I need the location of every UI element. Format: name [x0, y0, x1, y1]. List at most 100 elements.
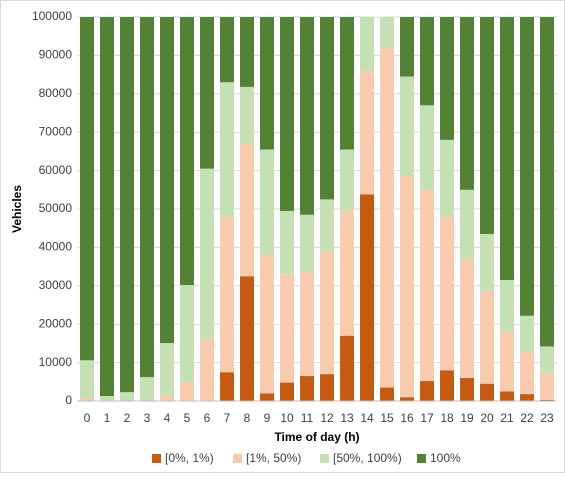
bar-segment [440, 217, 454, 371]
x-tick-label: 3 [144, 411, 151, 425]
x-tick-label: 12 [320, 411, 334, 425]
y-tick-label: 80000 [39, 86, 73, 100]
bar-segment [100, 396, 114, 400]
x-tick-label: 9 [264, 411, 271, 425]
legend-swatch [417, 454, 426, 463]
bar-segment [340, 149, 354, 210]
bar-segment [260, 17, 274, 149]
bar-segment [220, 82, 234, 216]
bar-segment [320, 17, 334, 199]
x-tick-label: 8 [244, 411, 251, 425]
y-tick-label: 20000 [39, 316, 73, 330]
x-tick-label: 14 [360, 411, 374, 425]
x-tick-label: 13 [340, 411, 354, 425]
bar-segment [360, 71, 374, 195]
bar-segment [480, 17, 494, 234]
bar-segment [500, 17, 514, 280]
x-tick-label: 16 [400, 411, 414, 425]
bar-segment [500, 280, 514, 332]
bar-segment [180, 17, 194, 285]
bar-segment [300, 17, 314, 215]
y-tick-label: 100000 [32, 9, 72, 23]
bar-segment [440, 17, 454, 140]
x-tick-label: 1 [104, 411, 111, 425]
x-tick-label: 10 [280, 411, 294, 425]
bar-segment [180, 285, 194, 382]
legend-swatch [233, 454, 242, 463]
x-tick-label: 18 [440, 411, 454, 425]
bar-segment [340, 336, 354, 401]
bar-segment [140, 377, 154, 401]
bar-segment [160, 395, 174, 401]
x-tick-label: 2 [124, 411, 131, 425]
bar-segment [400, 397, 414, 401]
bar-segment [440, 370, 454, 401]
x-tick-label: 7 [224, 411, 231, 425]
x-tick-label: 19 [460, 411, 474, 425]
bar-segment [480, 384, 494, 401]
bar-segment [520, 17, 534, 316]
x-tick-label: 17 [420, 411, 434, 425]
bar-segment [120, 17, 134, 392]
bar-segment [180, 382, 194, 401]
bar-segment [300, 272, 314, 376]
bar-segment [320, 251, 334, 374]
bar-segment [480, 234, 494, 292]
legend-swatch [152, 454, 161, 463]
bar-segment [280, 17, 294, 211]
bar-segment [440, 140, 454, 217]
bar-segment [520, 352, 534, 394]
bar-segment [100, 17, 114, 396]
bar-segment [80, 360, 94, 398]
bar-segment [220, 17, 234, 82]
bar-segment [520, 394, 534, 401]
bar-segment [520, 316, 534, 352]
bar-segment [160, 17, 174, 343]
bar-segment [360, 194, 374, 401]
y-tick-label: 30000 [39, 278, 73, 292]
x-tick-label: 0 [84, 411, 91, 425]
bar-segment [240, 17, 254, 87]
bar-segment [240, 87, 254, 145]
bar-segment [300, 376, 314, 401]
y-tick-label: 0 [65, 393, 72, 407]
bar-segment [460, 378, 474, 401]
bar-segment [260, 393, 274, 401]
bar-segment [340, 211, 354, 336]
bar-segment [420, 105, 434, 189]
bar-segment [420, 381, 434, 401]
bar-segment [540, 346, 554, 373]
bar-segment [200, 340, 214, 401]
bar-segment [200, 17, 214, 169]
bar-segment [420, 17, 434, 105]
bar-segment [120, 392, 134, 400]
bar-segment [360, 17, 374, 71]
x-tick-label: 20 [480, 411, 494, 425]
x-tick-label: 21 [500, 411, 514, 425]
x-tick-label: 22 [520, 411, 534, 425]
bar-segment [320, 199, 334, 251]
bar-segment [420, 190, 434, 381]
bar-segment [220, 217, 234, 373]
y-tick-label: 50000 [39, 201, 73, 215]
bar-segment [540, 373, 554, 399]
x-axis-title: Time of day (h) [274, 430, 359, 444]
bar-segment [280, 383, 294, 401]
bar-segment [460, 17, 474, 190]
bar-segment [460, 259, 474, 378]
legend-label: [1%, 50%) [246, 451, 301, 465]
bar-segment [320, 374, 334, 401]
bar-segment [240, 276, 254, 401]
bar-segment [340, 17, 354, 149]
bar-segment [140, 17, 154, 377]
bar-segment [460, 190, 474, 259]
y-tick-label: 70000 [39, 124, 73, 138]
legend-label: [50%, 100%) [333, 451, 402, 465]
legend-label: [0%, 1%) [165, 451, 214, 465]
bar-segment [280, 274, 294, 382]
bar-segment [260, 255, 274, 393]
bar-segment [380, 388, 394, 401]
bar-segment [400, 77, 414, 177]
bar-segment [260, 149, 274, 255]
